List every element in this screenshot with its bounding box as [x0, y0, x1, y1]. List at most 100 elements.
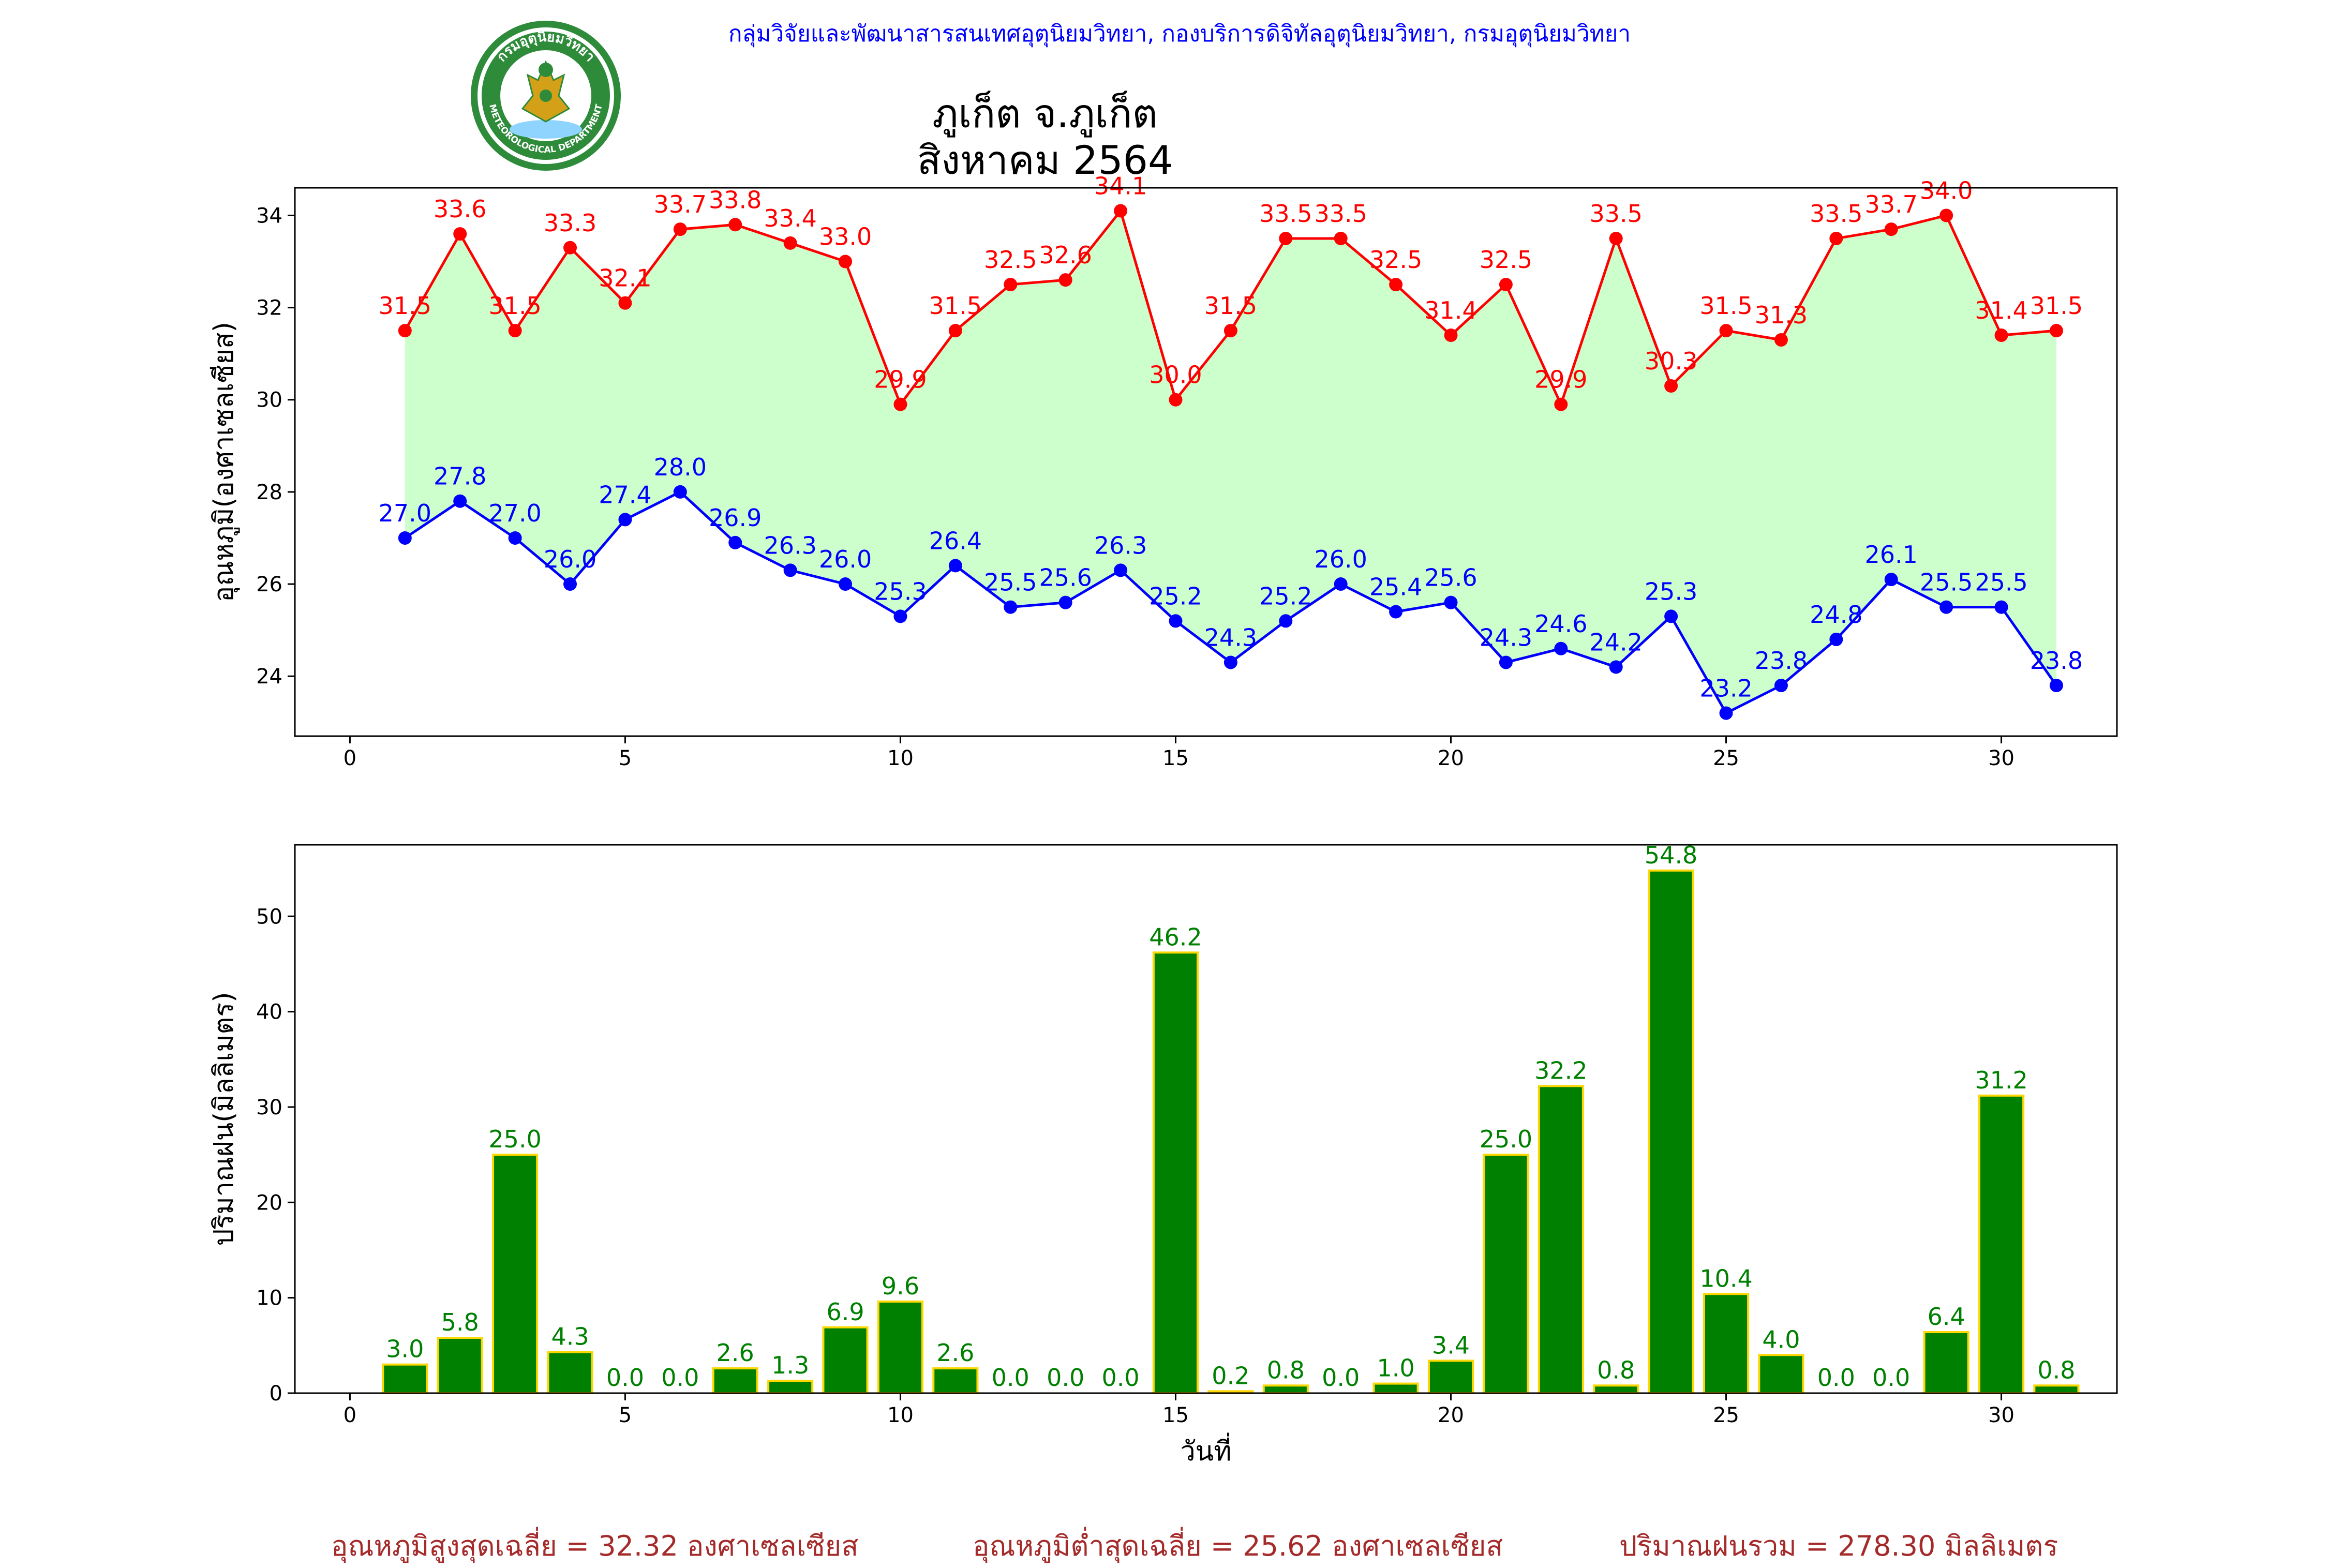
max-temperature-label: 34.1	[1094, 172, 1147, 200]
min-temperature-label: 25.6	[1424, 564, 1477, 592]
min-temperature-point	[1114, 563, 1128, 577]
rain-value-label: 0.0	[1817, 1364, 1855, 1392]
rain-value-label: 31.2	[1975, 1066, 2027, 1094]
max-temperature-label: 30.0	[1149, 361, 1202, 389]
max-temperature-point	[563, 241, 577, 255]
min-temperature-label: 23.2	[1699, 674, 1752, 702]
max-temperature-label: 31.5	[1204, 292, 1257, 320]
max-temperature-point	[1829, 231, 1843, 245]
rain-value-label: 0.8	[1267, 1356, 1305, 1384]
y-tick-label: 50	[256, 905, 282, 929]
min-temperature-point	[1719, 706, 1733, 720]
min-temperature-point	[948, 559, 962, 573]
max-temperature-label: 33.5	[1314, 200, 1367, 228]
min-temperature-label: 24.3	[1480, 623, 1532, 651]
min-temperature-point	[728, 535, 742, 549]
max-temperature-point	[1334, 231, 1348, 245]
rain-value-label: 9.6	[882, 1272, 919, 1300]
rain-value-label: 1.3	[771, 1351, 809, 1379]
min-temperature-label: 27.8	[434, 462, 486, 490]
rain-value-label: 0.0	[1101, 1364, 1139, 1392]
min-temperature-label: 25.2	[1149, 582, 1202, 610]
rain-bar	[1538, 1085, 1584, 1394]
min-temperature-label: 27.0	[379, 499, 431, 527]
rainfall-plot-frame	[294, 844, 2118, 1394]
summary-avg-max: อุณหภูมิสูงสุดเฉลี่ย = 32.32 องศาเซลเซีย…	[331, 1530, 859, 1562]
rain-value-label: 2.6	[936, 1339, 974, 1367]
min-temperature-point	[1279, 614, 1293, 628]
max-temperature-label: 31.4	[1975, 296, 2027, 324]
rain-value-label: 10.4	[1699, 1264, 1752, 1292]
max-temperature-point	[1939, 208, 1953, 222]
y-tick-label: 32	[256, 296, 282, 320]
x-tick-label: 10	[887, 1403, 914, 1427]
max-temperature-point	[1114, 204, 1128, 218]
min-temperature-label: 25.3	[1645, 577, 1697, 605]
rain-value-label: 3.4	[1432, 1331, 1470, 1359]
x-tick-label: 5	[619, 1403, 632, 1427]
meteorological-department-logo: กรมอุตุนิยมวิทยา METEOROLOGICAL DEPARTME…	[471, 21, 621, 171]
x-tick-label: 30	[1988, 1403, 2014, 1427]
max-temperature-label: 33.8	[709, 186, 762, 214]
min-temperature-label: 26.3	[1094, 531, 1147, 559]
max-temperature-point	[1279, 231, 1293, 245]
min-temperature-point	[1389, 605, 1403, 619]
max-temperature-point	[1499, 278, 1513, 292]
rain-bar	[877, 1301, 924, 1395]
min-temperature-label: 25.3	[874, 577, 927, 605]
max-temperature-label: 32.5	[984, 246, 1037, 274]
summary-avg-min: อุณหภูมิต่ำสุดเฉลี่ย = 25.62 องศาเซลเซีย…	[973, 1530, 1503, 1562]
min-temperature-label: 25.4	[1369, 573, 1422, 601]
y-axis-label: ปริมาณฝน(มิลลิเมตร)	[208, 992, 240, 1246]
min-temperature-point	[398, 531, 412, 545]
y-tick-label: 20	[256, 1191, 282, 1215]
rain-value-label: 25.0	[488, 1125, 541, 1153]
y-tick-label: 30	[256, 1096, 282, 1119]
rain-bar	[1703, 1293, 1750, 1395]
rain-value-label: 2.6	[717, 1339, 754, 1367]
rain-value-label: 0.2	[1212, 1362, 1249, 1390]
rainfall-chart: 0 5 10 15 20 25 30 0 10 20 30 40 50 ปริมาณฝน(มิลลิเมต…	[208, 841, 2118, 1467]
min-temperature-point	[1169, 614, 1183, 628]
rain-bar	[382, 1363, 428, 1394]
min-temperature-point	[1554, 641, 1568, 655]
min-temperature-label: 26.0	[544, 545, 596, 573]
min-temperature-point	[839, 577, 853, 591]
rain-bar	[1648, 869, 1694, 1394]
temperature-range-fill	[405, 211, 2056, 713]
max-temperature-label: 33.3	[544, 209, 596, 237]
min-temperature-label: 26.3	[764, 531, 816, 559]
y-tick-label: 24	[256, 665, 282, 689]
x-tick-label: 25	[1713, 746, 1739, 770]
rain-value-label: 0.0	[1872, 1364, 1910, 1392]
rain-bar	[1372, 1382, 1419, 1394]
min-temperature-point	[1499, 655, 1513, 669]
min-temperature-label: 24.6	[1534, 610, 1587, 638]
min-temperature-point	[1334, 577, 1348, 591]
min-temperature-point	[1609, 660, 1623, 674]
rain-value-label: 0.0	[992, 1364, 1029, 1392]
max-temperature-label: 32.6	[1039, 241, 1092, 269]
max-temperature-point	[1223, 324, 1237, 338]
rain-value-label: 0.8	[1597, 1356, 1635, 1384]
max-temperature-point	[1554, 397, 1568, 411]
min-temperature-point	[1884, 573, 1898, 587]
min-temperature-point	[618, 513, 632, 527]
max-temperature-point	[839, 255, 853, 268]
x-tick-label: 15	[1162, 746, 1189, 770]
x-tick-label: 15	[1162, 1403, 1189, 1427]
max-temperature-point	[783, 236, 797, 250]
max-temperature-label: 29.9	[1534, 366, 1587, 394]
rain-value-label: 4.0	[1762, 1325, 1800, 1353]
max-temperature-point	[1994, 328, 2008, 342]
max-temperature-label: 34.0	[1920, 176, 1973, 204]
min-temperature-point	[1774, 679, 1788, 693]
min-temperature-point	[453, 494, 467, 508]
y-tick-label: 26	[256, 573, 282, 596]
min-temperature-label: 24.2	[1590, 628, 1643, 656]
min-temperature-point	[893, 609, 907, 623]
max-temperature-point	[1719, 324, 1733, 338]
rain-bar	[712, 1367, 758, 1395]
min-temperature-label: 26.0	[819, 545, 872, 573]
